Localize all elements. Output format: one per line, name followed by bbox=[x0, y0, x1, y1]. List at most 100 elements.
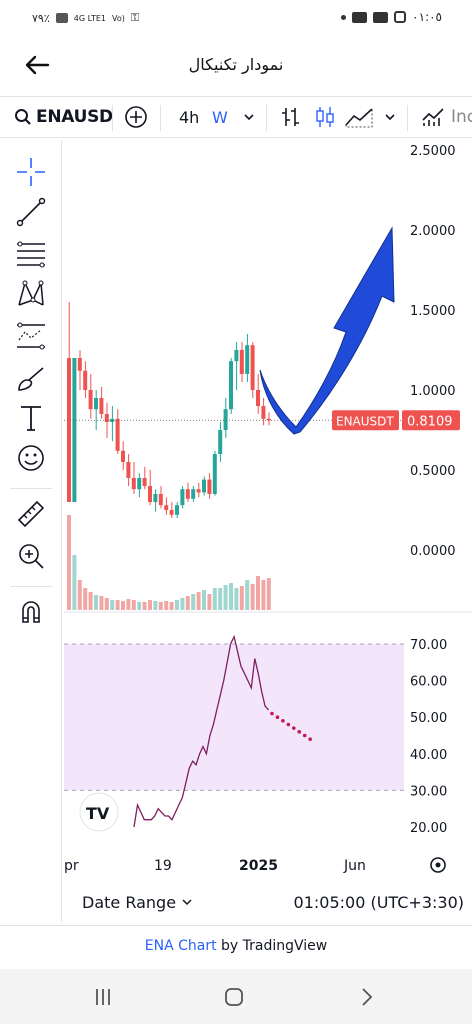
crosshair-icon bbox=[17, 158, 45, 186]
footer: ENA Chart by TradingView bbox=[0, 925, 472, 969]
chevron-down-icon bbox=[182, 899, 192, 906]
candle-body bbox=[142, 478, 147, 486]
recent-apps-icon[interactable] bbox=[91, 985, 115, 1009]
candle-body bbox=[245, 345, 250, 374]
volume-bar bbox=[83, 588, 88, 610]
candle-body bbox=[202, 479, 206, 493]
crosshair-tool[interactable] bbox=[15, 156, 47, 188]
volume-bar bbox=[94, 595, 98, 610]
candle-body bbox=[180, 489, 185, 506]
rsi-projection-dot bbox=[292, 726, 296, 730]
price-chart[interactable]: 2.5000 2.0000 1.5000 1.0000 0.5000 0.0000 70.0… bbox=[64, 142, 472, 882]
volume-bar bbox=[104, 598, 109, 610]
indicators-label: Inc bbox=[451, 107, 472, 127]
volume-bar bbox=[266, 578, 271, 610]
candle-body bbox=[148, 486, 152, 502]
volume-bar bbox=[67, 515, 71, 610]
text-tool[interactable] bbox=[15, 402, 47, 434]
volume-bar bbox=[180, 598, 185, 610]
zoom-tool[interactable] bbox=[15, 540, 47, 572]
volume-bar bbox=[245, 580, 250, 610]
candle-body bbox=[153, 494, 158, 502]
volume-bar bbox=[234, 588, 239, 610]
youtube-icon bbox=[373, 11, 389, 23]
price-tick-label: 1.0000 bbox=[410, 384, 456, 399]
candle-body bbox=[223, 409, 228, 430]
candle-body bbox=[77, 358, 82, 371]
symbol-label: ENAUSD bbox=[36, 107, 113, 127]
chevron-down-icon bbox=[385, 114, 395, 121]
price-tick-label: 0.0000 bbox=[410, 544, 456, 559]
symbol-search-button[interactable]: ENAUSD bbox=[14, 97, 113, 137]
ena-chart-link[interactable]: ENA Chart bbox=[144, 938, 217, 954]
emoji-tool[interactable] bbox=[15, 442, 47, 474]
candle-body bbox=[158, 494, 163, 506]
volume-bar bbox=[169, 602, 174, 610]
pattern-icon bbox=[18, 280, 44, 306]
chart-area[interactable]: 2.5000 2.0000 1.5000 1.0000 0.5000 0.0000 70.0… bbox=[64, 142, 472, 922]
interval-dropdown-button[interactable] bbox=[242, 97, 256, 137]
status-time: ٠١:٠٥ bbox=[412, 10, 442, 24]
compare-button[interactable] bbox=[124, 97, 148, 137]
brush-icon bbox=[18, 367, 44, 391]
candle-body bbox=[266, 418, 271, 421]
back-nav-icon[interactable] bbox=[355, 985, 379, 1009]
date-range-label: Date Range bbox=[82, 893, 177, 912]
volume-bar bbox=[202, 590, 206, 610]
volte-indicator: Vo) bbox=[111, 13, 125, 23]
magnet-tool[interactable] bbox=[15, 596, 47, 628]
trendline-tool[interactable] bbox=[15, 196, 47, 228]
zoom-in-icon bbox=[19, 544, 44, 569]
candle-body bbox=[261, 406, 266, 419]
area-style-button[interactable] bbox=[344, 97, 374, 137]
drawn-arrow-annotation bbox=[259, 226, 395, 435]
volume-bar bbox=[99, 596, 104, 610]
volume-bar bbox=[158, 602, 163, 610]
interval-w-button[interactable]: W bbox=[212, 97, 228, 137]
back-arrow-icon[interactable] bbox=[22, 50, 52, 80]
youtube-icon bbox=[352, 11, 368, 23]
time-tick-label: pr bbox=[64, 858, 79, 874]
candle-body bbox=[185, 489, 190, 499]
time-tick-label: Jun bbox=[343, 858, 366, 874]
price-tick-label: 2.0000 bbox=[410, 224, 456, 239]
brush-tool[interactable] bbox=[15, 362, 47, 394]
indicators-button[interactable]: Inc bbox=[421, 97, 472, 137]
candle-body bbox=[164, 505, 169, 510]
ruler-tool[interactable] bbox=[15, 498, 47, 530]
home-icon[interactable] bbox=[222, 985, 246, 1009]
projection-tool[interactable] bbox=[15, 320, 47, 352]
volume-bar bbox=[110, 600, 115, 610]
volume-bar bbox=[131, 600, 136, 610]
timezone-clock[interactable]: 01:05:00 (UTC+3:30) bbox=[293, 893, 464, 912]
volume-bar bbox=[153, 601, 158, 610]
time-tick-label: 2025 bbox=[239, 858, 278, 874]
system-nav-bar bbox=[0, 969, 472, 1024]
settings-gear-icon bbox=[430, 857, 446, 873]
fib-tool[interactable] bbox=[15, 238, 47, 270]
search-icon bbox=[15, 109, 31, 125]
pattern-tool[interactable] bbox=[15, 278, 47, 310]
footer-suffix: by TradingView bbox=[216, 938, 328, 954]
last-price-tag: 0.8109 bbox=[407, 414, 453, 429]
candle-body bbox=[175, 505, 179, 515]
date-range-button[interactable]: Date Range bbox=[82, 893, 193, 912]
text-icon bbox=[21, 406, 41, 431]
candle-body bbox=[218, 430, 223, 454]
candle-body bbox=[256, 390, 260, 406]
interval-4h-button[interactable]: 4h bbox=[179, 97, 199, 137]
symbol-tag-bg bbox=[332, 410, 399, 431]
chart-toolbar: ENAUSD 4h W Inc bbox=[0, 96, 472, 138]
chart-type-dropdown-button[interactable] bbox=[383, 97, 397, 137]
candle-body bbox=[67, 358, 71, 502]
area-chart-icon bbox=[345, 108, 373, 128]
price-tick-label: 1.5000 bbox=[410, 304, 456, 319]
emoji-icon bbox=[18, 445, 44, 471]
volume-bar bbox=[126, 599, 131, 610]
rsi-projection-dot bbox=[270, 711, 274, 716]
candles-style-button[interactable] bbox=[314, 97, 336, 137]
key-icon: ⚿ bbox=[130, 11, 140, 24]
candle-body bbox=[83, 370, 88, 390]
volume-bar bbox=[223, 585, 228, 610]
bars-style-button[interactable] bbox=[280, 97, 302, 137]
